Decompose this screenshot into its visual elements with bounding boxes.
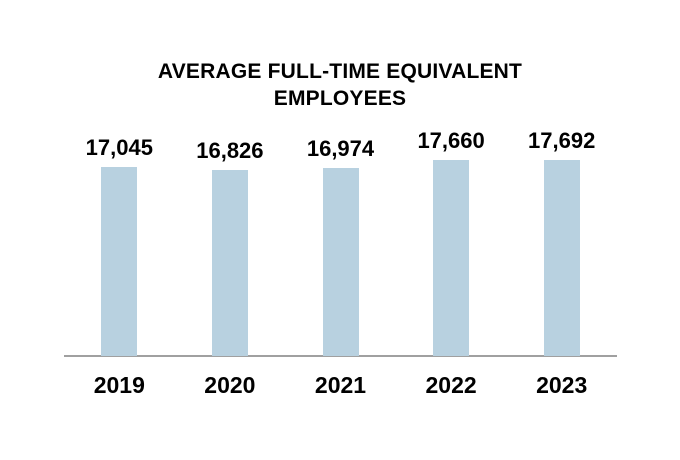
category-label-2020: 2020 (204, 372, 256, 398)
bar-2021 (322, 168, 359, 356)
chart-title: AVERAGE FULL-TIME EQUIVALENT EMPLOYEES (0, 58, 680, 112)
chart-title-line-2: EMPLOYEES (273, 87, 407, 110)
category-label-2022: 2022 (425, 372, 477, 398)
value-label-2021: 16,974 (306, 136, 375, 161)
value-label-2020: 16,826 (196, 138, 264, 163)
bar-2023 (543, 160, 580, 356)
chart-title-line-1: AVERAGE FULL-TIME EQUIVALENT (157, 60, 523, 83)
bar-2019 (101, 167, 138, 356)
value-label-2023: 17,692 (528, 128, 596, 153)
bar-2020 (211, 170, 248, 356)
bar-2022 (433, 160, 470, 356)
category-label-2023: 2023 (536, 372, 588, 398)
category-label-2019: 2019 (93, 372, 145, 398)
x-axis-line (64, 355, 617, 357)
category-label-2021: 2021 (314, 372, 367, 398)
value-label-2019: 17,045 (85, 135, 153, 160)
value-label-2022: 17,660 (417, 128, 485, 153)
